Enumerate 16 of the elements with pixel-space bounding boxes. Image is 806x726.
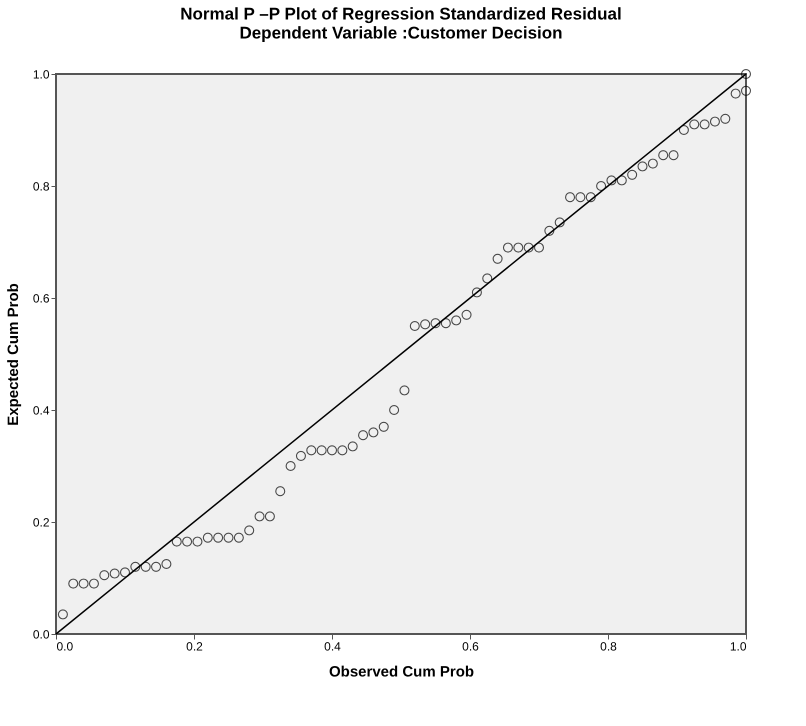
y-tick-label: 0.6 <box>32 292 50 306</box>
y-tick-label: 0.8 <box>32 180 50 194</box>
text: Dependent Variable :Customer Decision <box>239 23 563 42</box>
x-tick-label: 0.6 <box>462 640 480 654</box>
x-tick-label: 0.2 <box>186 640 204 654</box>
x-tick-label: 0.0 <box>56 640 74 654</box>
text: Normal P –P Plot of Regression Standardized Residual <box>180 4 622 24</box>
y-axis-title: Expected Cum Prob <box>4 283 22 426</box>
y-tick-label: 0.0 <box>32 628 50 642</box>
y-tick-label: 0.4 <box>32 404 50 418</box>
x-tick-label: 1.0 <box>730 640 747 654</box>
x-axis-title: Observed Cum Prob <box>328 664 474 680</box>
y-tick-label: 0.2 <box>32 516 50 530</box>
x-tick-label: 0.8 <box>600 640 618 654</box>
y-tick-label: 1.0 <box>32 68 50 82</box>
x-tick-label: 0.4 <box>324 640 342 654</box>
